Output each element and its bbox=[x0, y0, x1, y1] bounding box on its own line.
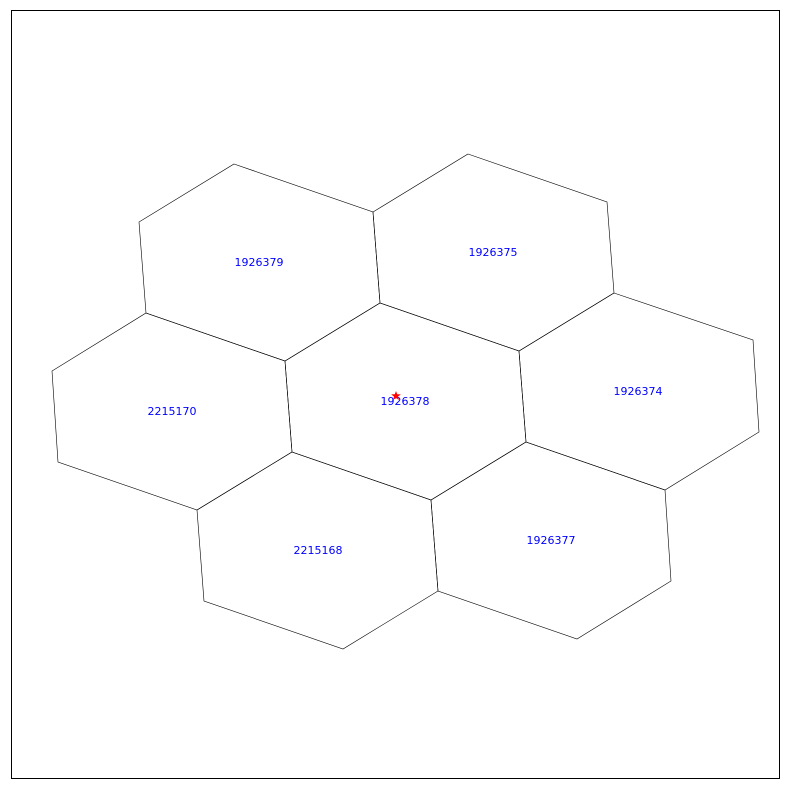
cell-label-1926379: 1926379 bbox=[235, 256, 284, 269]
cell-label-2215168: 2215168 bbox=[294, 544, 343, 557]
cell-label-2215170: 2215170 bbox=[148, 405, 197, 418]
hex-cell-1926377 bbox=[430, 441, 672, 640]
cell-label-1926375: 1926375 bbox=[469, 246, 518, 259]
cell-label-1926378: 1926378 bbox=[381, 395, 430, 408]
cell-label-1926374: 1926374 bbox=[614, 385, 663, 398]
plot-frame bbox=[11, 10, 780, 779]
cell-label-1926377: 1926377 bbox=[527, 534, 576, 547]
location-marker-star-icon bbox=[391, 391, 401, 400]
